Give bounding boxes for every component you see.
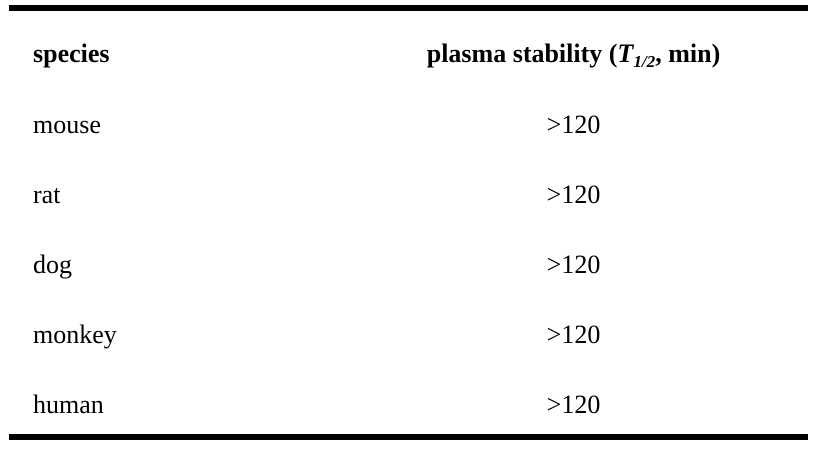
table-row: human >120 bbox=[9, 370, 808, 440]
table-bottom-rule bbox=[9, 434, 808, 440]
table-body: mouse >120 rat >120 dog >120 monkey >120… bbox=[9, 90, 808, 440]
table-header: species plasma stability (T1/2, min) bbox=[9, 18, 808, 90]
header-variable-t: T1/2 bbox=[617, 39, 656, 72]
plasma-stability-table: species plasma stability (T1/2, min) mou… bbox=[9, 18, 808, 440]
header-row: species plasma stability (T1/2, min) bbox=[9, 18, 808, 90]
cell-plasma-stability: >120 bbox=[546, 250, 601, 280]
header-text-suffix: , min) bbox=[655, 39, 721, 69]
cell-species: rat bbox=[33, 180, 61, 210]
cell-species: mouse bbox=[33, 110, 101, 140]
cell-species: dog bbox=[33, 250, 72, 280]
column-header-plasma-stability: plasma stability (T1/2, min) bbox=[339, 18, 808, 90]
table-top-rule bbox=[9, 5, 808, 11]
cell-plasma-stability: >120 bbox=[546, 180, 601, 210]
table-row: dog >120 bbox=[9, 230, 808, 300]
cell-species: monkey bbox=[33, 320, 117, 350]
column-header-species: species bbox=[33, 39, 110, 69]
header-variable-t-letter: T bbox=[617, 39, 634, 69]
table-row: monkey >120 bbox=[9, 300, 808, 370]
table-row: mouse >120 bbox=[9, 90, 808, 160]
cell-plasma-stability: >120 bbox=[546, 320, 601, 350]
cell-species: human bbox=[33, 390, 104, 420]
cell-plasma-stability: >120 bbox=[546, 110, 601, 140]
header-text-prefix: plasma stability ( bbox=[426, 39, 618, 69]
table-row: rat >120 bbox=[9, 160, 808, 230]
header-variable-t-subscript: 1/2 bbox=[633, 52, 656, 72]
cell-plasma-stability: >120 bbox=[546, 390, 601, 420]
